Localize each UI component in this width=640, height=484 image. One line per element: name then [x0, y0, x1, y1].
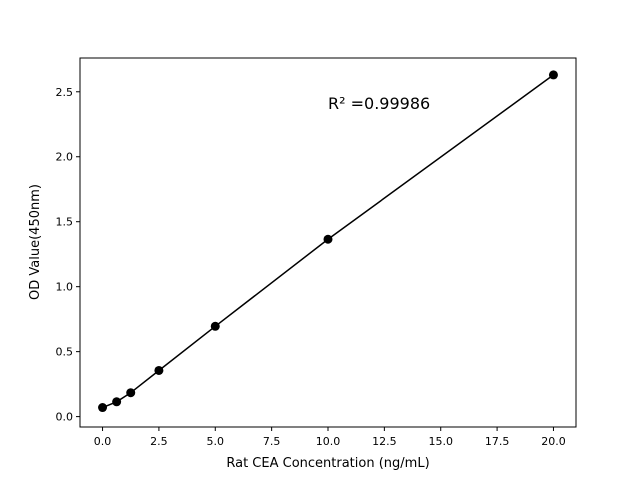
data-point [112, 397, 122, 407]
x-tick-label: 2.5 [150, 435, 168, 448]
x-tick-label: 0.0 [94, 435, 112, 448]
data-point [98, 403, 108, 413]
y-tick-label: 1.0 [56, 281, 74, 294]
y-tick-label: 1.5 [56, 216, 74, 229]
data-point [154, 365, 164, 375]
y-axis-label: OD Value(450nm) [28, 184, 43, 300]
data-point [548, 70, 558, 80]
x-tick-label: 12.5 [372, 435, 397, 448]
x-axis-label: Rat CEA Concentration (ng/mL) [226, 456, 429, 471]
data-point [323, 234, 333, 244]
y-tick-label: 2.0 [56, 151, 74, 164]
x-tick-label: 10.0 [316, 435, 341, 448]
x-tick-label: 20.0 [541, 435, 566, 448]
y-tick-label: 0.0 [56, 411, 74, 424]
x-tick-label: 17.5 [485, 435, 510, 448]
x-tick-label: 5.0 [207, 435, 225, 448]
data-point [210, 321, 220, 331]
x-tick-label: 7.5 [263, 435, 281, 448]
r-squared-annotation: R² =0.99986 [328, 94, 430, 113]
x-tick-label: 15.0 [428, 435, 453, 448]
y-tick-label: 2.5 [56, 86, 74, 99]
y-tick-label: 0.5 [56, 346, 74, 359]
data-point [126, 388, 136, 398]
